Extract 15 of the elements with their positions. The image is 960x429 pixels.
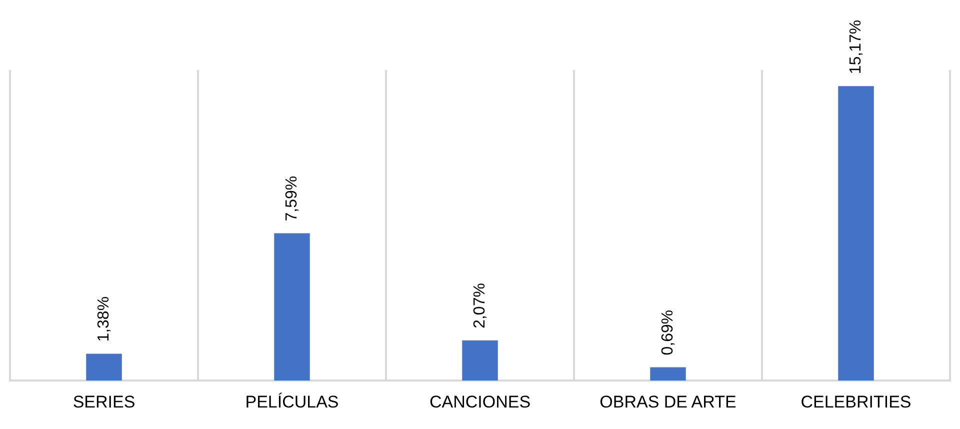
- bar: [274, 233, 310, 381]
- x-tick-label: SERIES: [72, 392, 136, 412]
- data-label: 0,69%: [659, 310, 676, 356]
- x-tick-label: CELEBRITIES: [800, 392, 912, 412]
- data-label: 15,17%: [847, 20, 864, 74]
- x-tick-label: OBRAS DE ARTE: [600, 392, 736, 412]
- bar: [462, 340, 498, 381]
- data-label: 2,07%: [471, 283, 488, 328]
- bar: [650, 367, 686, 381]
- x-tick-label: CANCIONES: [429, 392, 531, 412]
- bar: [86, 354, 122, 381]
- x-tick-label: PELÍCULAS: [245, 392, 339, 412]
- bar: [838, 86, 874, 381]
- data-label: 7,59%: [283, 176, 300, 222]
- data-label: 1,38%: [95, 296, 112, 342]
